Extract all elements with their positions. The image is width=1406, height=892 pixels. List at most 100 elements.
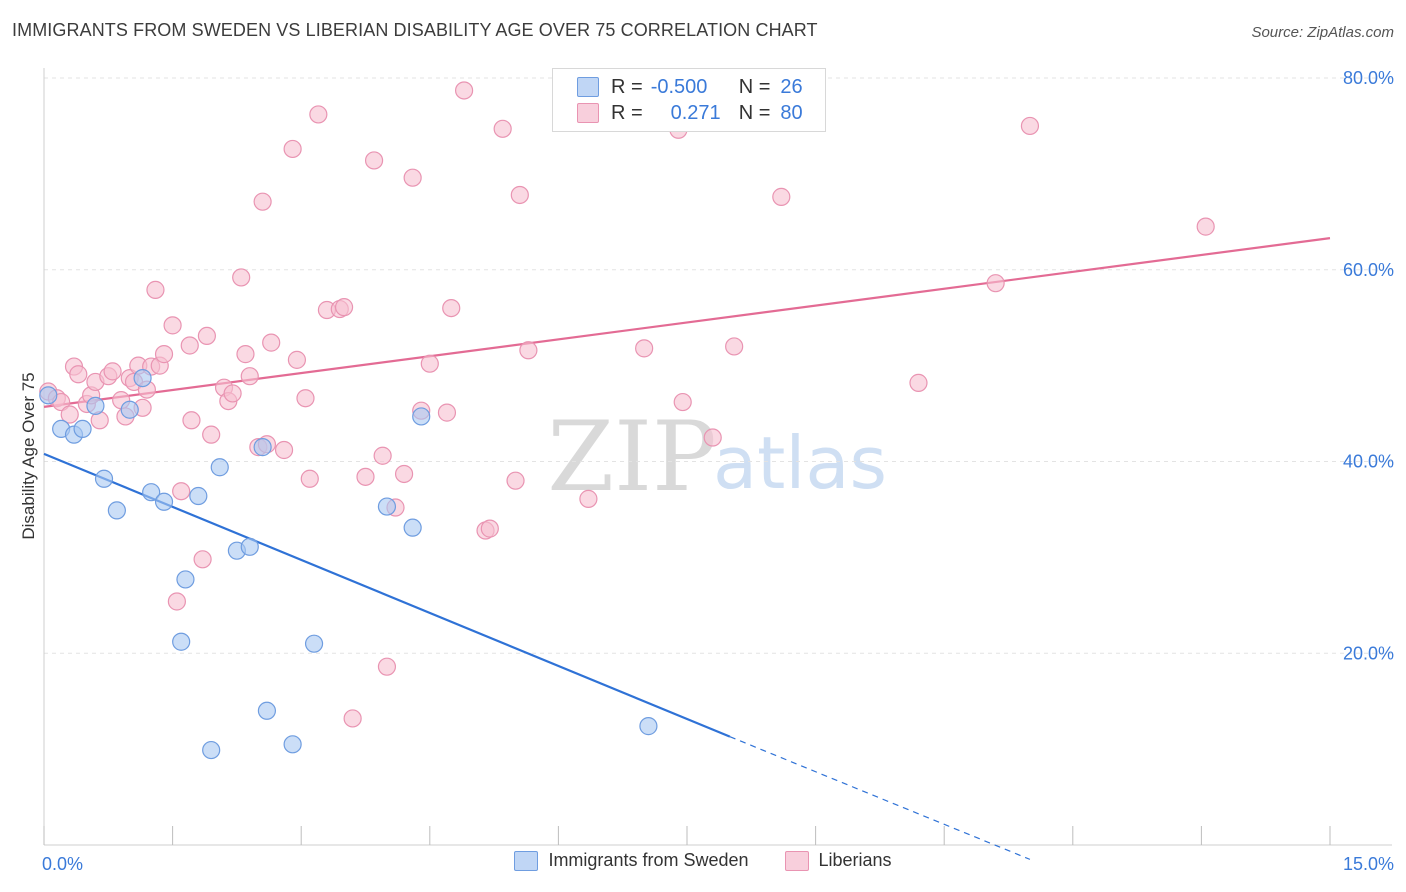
liberian-point (454, 81, 474, 100)
stats-row-liberian: R = 0.271 N = 80 (577, 100, 803, 126)
liberian-point (193, 550, 212, 569)
liberian-point (364, 151, 384, 170)
liberian-trend-line (43, 237, 1331, 408)
liberian-point (236, 345, 255, 364)
liberian-point (180, 336, 199, 355)
y-tick-label: 60.0% (1343, 260, 1394, 280)
legend-item-liberian: Liberians (784, 850, 892, 871)
liberian-point (420, 354, 439, 373)
liberian-point (373, 446, 392, 465)
liberian-point (1196, 217, 1215, 236)
liberian-point (377, 657, 397, 676)
liberian-point (146, 280, 165, 299)
liberian-point (394, 464, 414, 484)
r-value: 0.271 (670, 101, 721, 124)
grid-lines (44, 77, 1392, 654)
sweden-point (73, 419, 92, 439)
liberian-swatch (577, 103, 599, 123)
r-value: -0.500 (650, 75, 708, 98)
legend-swatch-liberian (784, 850, 809, 871)
liberian-point (986, 274, 1005, 293)
watermark: ZIP atlas (547, 401, 887, 513)
sweden-point (142, 483, 161, 502)
liberian-point (300, 469, 319, 488)
liberian-point (703, 428, 722, 447)
liberian-point (103, 362, 122, 381)
liberian-point (167, 592, 186, 611)
axes (43, 68, 1392, 846)
liberian-point (172, 482, 191, 501)
liberian-point (635, 339, 654, 358)
y-tick-label: 20.0% (1343, 643, 1394, 663)
y-tick-label: 80.0% (1343, 68, 1394, 88)
r-label: R = (611, 101, 643, 124)
liberian-point (69, 365, 88, 384)
liberian-point (232, 268, 251, 287)
liberian-point (154, 345, 174, 364)
liberian-point (163, 316, 182, 335)
liberian-point (182, 411, 201, 430)
sweden-point (210, 458, 229, 477)
liberian-point (506, 471, 525, 490)
sweden-swatch (577, 77, 599, 97)
sweden-point (94, 469, 114, 488)
liberian-point (480, 519, 499, 538)
liberian-point (772, 187, 791, 206)
sweden-point (202, 740, 221, 760)
legend-item-sweden: Immigrants from Sweden (514, 850, 749, 871)
r-label: R = (611, 75, 643, 98)
sweden-point (86, 396, 105, 415)
watermark-atlas: atlas (713, 421, 887, 505)
tick-labels: 20.0% 40.0% 60.0% 80.0% 0.0% 15.0% (42, 68, 1394, 874)
data-points (39, 81, 1215, 760)
liberian-point (283, 139, 302, 159)
legend-swatch-sweden (514, 850, 539, 871)
chart-title: IMMIGRANTS FROM SWEDEN VS LIBERIAN DISAB… (12, 20, 818, 40)
liberian-point (437, 403, 457, 422)
liberian-point (223, 384, 242, 403)
sweden-point (176, 570, 195, 589)
n-label: N = (738, 101, 771, 124)
sweden-trend-extension (729, 736, 1031, 860)
legend-label-sweden: Immigrants from Sweden (548, 850, 749, 870)
sweden-point (639, 717, 658, 736)
liberian-point (493, 119, 512, 138)
sweden-point (412, 407, 431, 426)
liberian-point (403, 168, 422, 187)
liberian-point (309, 105, 328, 124)
sweden-point (403, 518, 422, 537)
y-tick-label: 40.0% (1343, 452, 1394, 472)
sweden-point (107, 501, 126, 520)
source-label: Source: ZipAtlas.com (1251, 24, 1394, 41)
sweden-point (253, 438, 272, 457)
n-label: N = (738, 75, 771, 98)
stats-box: R = -0.500 N = 26 R = 0.271 N = 80 (552, 68, 826, 132)
liberian-point (725, 337, 744, 356)
liberian-point (909, 373, 928, 392)
sweden-point (304, 634, 324, 653)
liberian-point (60, 405, 79, 424)
sweden-point (120, 400, 139, 419)
liberian-point (296, 389, 315, 408)
liberian-point (197, 326, 216, 346)
liberian-point (287, 350, 307, 369)
legend: Immigrants from Sweden Liberians (0, 850, 1406, 871)
sweden-point (39, 386, 58, 405)
liberian-point (262, 333, 281, 352)
n-value: 80 (780, 101, 803, 124)
liberian-point (343, 709, 362, 728)
liberian-point (442, 299, 461, 318)
liberian-point (579, 489, 598, 508)
liberian-point (519, 341, 538, 360)
sweden-point (189, 486, 208, 506)
liberian-point (510, 185, 529, 205)
liberian-point (253, 192, 272, 211)
sweden-point (133, 368, 152, 388)
liberian-point (334, 298, 354, 317)
liberian-point (240, 367, 259, 386)
sweden-point (240, 537, 259, 556)
stats-row-sweden: R = -0.500 N = 26 (577, 74, 803, 100)
sweden-point (377, 497, 397, 516)
liberian-point (202, 425, 221, 444)
